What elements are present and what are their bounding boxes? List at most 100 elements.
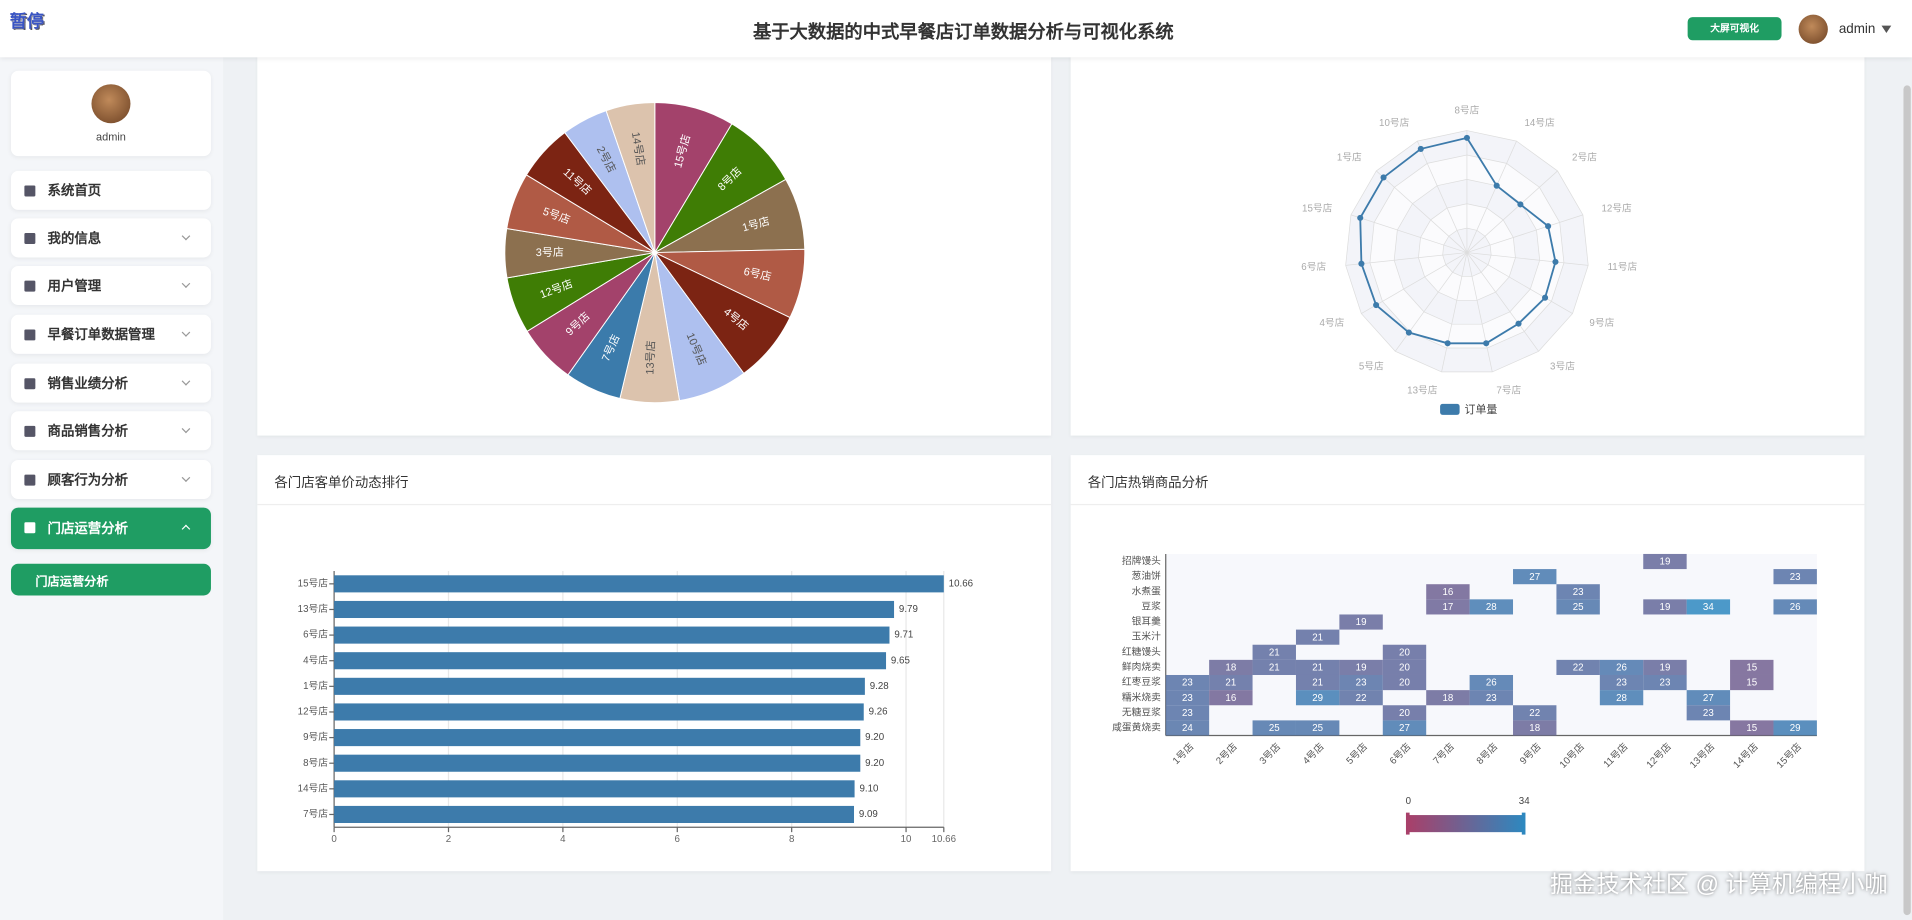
cell-label: 25 [1269,723,1280,734]
radar-point [1463,134,1470,141]
profile-avatar [91,84,131,124]
visual-map-handle [1405,812,1410,835]
x-tick-label: 2 [446,834,451,845]
cell-label: 15 [1746,723,1757,734]
heatmap-cell [1773,720,1817,736]
user-caret[interactable] [1881,25,1892,33]
menu-item[interactable]: 门店运营分析 [10,507,211,550]
cell-label: 23 [1356,678,1367,689]
pie-slice [605,102,656,253]
user-avatar[interactable] [1798,14,1828,44]
cell-label: 27 [1703,693,1714,704]
cell-label: 20 [1399,663,1410,674]
heatmap-cell [1643,599,1687,615]
x-tick-label: 8 [789,834,794,845]
sidebar: admin 系统首页我的信息用户管理早餐订单数据管理 销售业绩分析 商品销售分析 顾客… [0,57,224,920]
y-tick-label: 银耳羹 [1132,615,1161,628]
heatmap-cell [1252,720,1296,736]
heatmap-cell [1295,720,1340,736]
menu-item[interactable]: 销售业绩分析 [10,363,211,403]
cell-label: 20 [1399,647,1410,658]
value-label: 9.09 [859,809,878,820]
cell-label: 21 [1312,678,1323,689]
heatmap-cell [1382,674,1427,691]
scrollbar[interactable] [1903,85,1911,916]
heatmap-cell [1730,659,1774,675]
y-tick-label: 红枣豆浆 [1122,675,1161,688]
bar [334,805,855,823]
heatmap-cell [1382,705,1427,721]
bar [334,626,890,644]
menu-item[interactable]: 顾客行为分析 [10,460,211,500]
x-tick-label: 13号店 [1687,740,1718,771]
radar-indicator: 11号店 [1608,260,1638,273]
heatmap-cell [1556,599,1600,615]
radar-point [1444,340,1451,347]
cell-label: 18 [1529,723,1540,734]
bar [334,575,944,593]
menu-icon [24,474,36,486]
x-tick-label: 2号店 [1213,740,1240,767]
radar-indicator: 14号店 [1524,116,1555,129]
menu-item[interactable]: 早餐订单数据管理 [10,314,211,354]
visual-map-handle [1521,812,1526,835]
radar-indicator: 1号店 [1337,150,1362,163]
radar-point [1380,174,1387,181]
cell-label: 19 [1660,602,1671,613]
heatmap-cell [1513,705,1557,721]
x-tick-label: 9号店 [1517,740,1544,767]
cell-label: 16 [1225,693,1236,704]
radar-indicator: 8号店 [1454,104,1479,117]
radar-spoke [1466,252,1589,266]
heatmap-cell [1599,659,1644,675]
cell-label: 19 [1356,663,1367,674]
heatmap-cell [1209,674,1253,691]
cell-label: 23 [1660,678,1671,689]
screen-button[interactable]: 大屏可视化 [1687,17,1782,41]
cell-label: 23 [1182,708,1193,719]
x-tick-label: 14号店 [1730,740,1761,771]
bar [334,703,864,721]
x-tick-label: 3号店 [1256,740,1283,767]
cell-label: 22 [1356,693,1367,704]
menu-icon [24,233,36,245]
radar-indicator: 5号店 [1359,360,1384,373]
cell-label: 28 [1486,602,1497,613]
heatmap-cell [1339,674,1383,691]
y-tick-label: 7号店 [303,807,328,820]
heatmap-cell [1730,720,1774,736]
heatmap-cell [1209,659,1253,675]
bar [334,780,855,798]
y-tick-label: 6号店 [303,628,328,641]
y-tick-label: 糯米烧卖 [1122,690,1161,703]
menu-item[interactable]: 系统首页 [10,170,211,210]
radar-spoke [1345,252,1467,266]
menu-item[interactable]: 商品销售分析 [10,411,211,451]
menu-item[interactable]: 我的信息 [10,218,211,258]
x-tick-label: 11号店 [1600,740,1630,770]
radar-spoke [1466,252,1573,314]
cell-label: 26 [1486,678,1497,689]
profile-card: admin [10,70,211,157]
value-label: 9.20 [865,758,885,769]
logo: 暂停 [9,10,44,31]
radar-indicator: 2号店 [1572,150,1597,163]
bar [334,652,887,670]
radar-indicator: 6号店 [1301,260,1326,273]
heatmap-cell [1252,659,1296,675]
cell-label: 18 [1442,693,1453,704]
divider [1070,503,1865,506]
heatmap-cell [1165,720,1210,736]
y-tick-label: 13号店 [298,602,329,615]
radar-spoke [1361,252,1468,314]
submenu-item[interactable]: 门店运营分析 [10,563,211,596]
heatmap-cell [1469,599,1514,615]
divider [257,503,1052,506]
radar-indicator: 7号店 [1496,384,1521,397]
heatmap-cell [1773,599,1817,615]
menu-item[interactable]: 用户管理 [10,265,211,306]
menu-icon [24,522,36,534]
x-tick-label: 6 [675,834,680,845]
user-name[interactable]: admin [1838,21,1876,37]
